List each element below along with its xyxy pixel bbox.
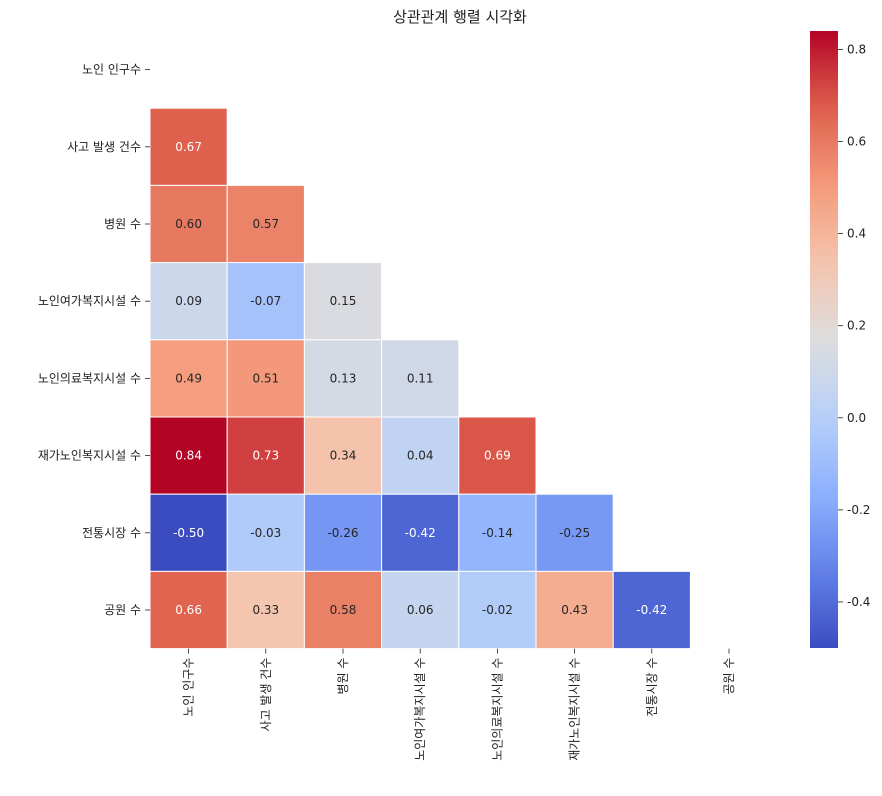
heatmap-cell (458, 493, 537, 572)
heatmap-cell (535, 493, 614, 572)
cell-value-label: 0.58 (330, 603, 357, 617)
cell-value-label: 0.73 (252, 449, 279, 463)
chart-title: 상관관계 행렬 시각화 (393, 8, 527, 26)
y-tick-label: 노인여가복지시설 수 (38, 294, 141, 308)
x-axis-ticks: 노인 인구수 사고 발생 건수 병원 수 노인여가복지시설 수 노인의료복지시설 수 재가… (182, 648, 736, 761)
heatmap-cell (149, 262, 228, 341)
heatmap-cell (226, 493, 305, 572)
heatmap-cell (381, 339, 460, 418)
heatmap-cell (226, 339, 305, 418)
cell-value-label: -0.03 (250, 526, 281, 540)
heatmap-cell (149, 184, 228, 264)
cell-value-label: -0.26 (327, 526, 358, 540)
colorbar-tick-label: 0.4 (847, 227, 866, 241)
x-tick-label: 전통시장 수 (645, 658, 659, 717)
heatmap-cell (226, 416, 305, 495)
cell-value-label: 0.57 (252, 217, 279, 231)
heatmap-cell (458, 416, 537, 495)
cell-value-label: 0.84 (175, 449, 202, 463)
y-tick-label: 노인의료복지시설 수 (38, 371, 141, 385)
cell-value-label: 0.66 (175, 603, 202, 617)
y-tick-label: 재가노인복지시설 수 (38, 449, 141, 463)
x-tick-label: 노인의료복지시설 수 (490, 658, 504, 761)
colorbar-tick-label: 0.8 (847, 42, 866, 56)
x-tick-label: 사고 발생 건수 (259, 658, 273, 732)
cell-value-label: 0.51 (252, 371, 279, 385)
heatmap-cell (535, 570, 614, 650)
cell-value-label: 0.67 (175, 140, 202, 154)
cell-value-label: 0.60 (175, 217, 202, 231)
cell-value-label: -0.14 (482, 526, 513, 540)
heatmap-cell (612, 570, 691, 650)
x-tick-label: 재가노인복지시설 수 (568, 658, 582, 761)
colorbar-tick-label: -0.2 (847, 503, 870, 517)
cell-value-label: -0.25 (559, 526, 590, 540)
cell-value-label: -0.02 (482, 603, 513, 617)
heatmap-cell (381, 570, 460, 650)
colorbar-tick-label: 0.2 (847, 319, 866, 333)
cell-value-label: 0.04 (407, 449, 434, 463)
heatmap-cell (149, 570, 228, 650)
heatmap-cell (149, 107, 228, 186)
cell-value-label: 0.15 (330, 294, 357, 308)
cell-value-label: -0.50 (173, 526, 204, 540)
heatmap-cell (303, 416, 383, 495)
y-tick-label: 노인 인구수 (82, 63, 141, 77)
cell-value-label: 0.49 (175, 371, 202, 385)
colorbar-gradient (810, 31, 838, 648)
heatmap-cell (381, 416, 460, 495)
y-tick-label: 사고 발생 건수 (67, 140, 141, 154)
colorbar-tick-label: 0.6 (847, 135, 866, 149)
heatmap-cell (381, 493, 460, 572)
cell-value-label: -0.07 (250, 294, 281, 308)
cell-value-label: 0.34 (330, 449, 357, 463)
cell-value-label: 0.13 (330, 371, 357, 385)
cell-value-label: 0.11 (407, 371, 434, 385)
y-tick-label: 병원 수 (104, 217, 141, 231)
colorbar-tick-label: 0.0 (847, 411, 866, 425)
heatmap-cell (226, 262, 305, 341)
heatmap-cell (303, 493, 383, 572)
cell-value-label: 0.43 (561, 603, 588, 617)
x-tick-label: 공원 수 (722, 658, 736, 695)
cell-value-label: -0.42 (405, 526, 436, 540)
heatmap-cells: 0.67 0.60 0.57 0.09 -0.07 0.15 0.49 0.51 0.13 0.1… (149, 107, 691, 650)
cell-value-label: 0.09 (175, 294, 202, 308)
heatmap-cell (226, 570, 305, 650)
x-tick-label: 노인 인구수 (182, 658, 196, 717)
x-tick-label: 병원 수 (336, 658, 350, 695)
y-tick-label: 전통시장 수 (82, 526, 141, 540)
colorbar-tick-label: -0.4 (847, 595, 870, 609)
cell-value-label: 0.06 (407, 603, 434, 617)
colorbar-ticks: -0.4 -0.2 0.0 0.2 0.4 0.6 0.8 (838, 42, 870, 609)
colorbar: -0.4 -0.2 0.0 0.2 0.4 0.6 0.8 (810, 31, 870, 648)
heatmap-cell (303, 262, 383, 341)
x-tick-label: 노인여가복지시설 수 (413, 658, 427, 761)
heatmap-cell (226, 184, 305, 264)
cell-value-label: 0.69 (484, 449, 511, 463)
y-tick-label: 공원 수 (104, 603, 141, 617)
cell-value-label: 0.33 (252, 603, 279, 617)
cell-value-label: -0.42 (636, 603, 667, 617)
